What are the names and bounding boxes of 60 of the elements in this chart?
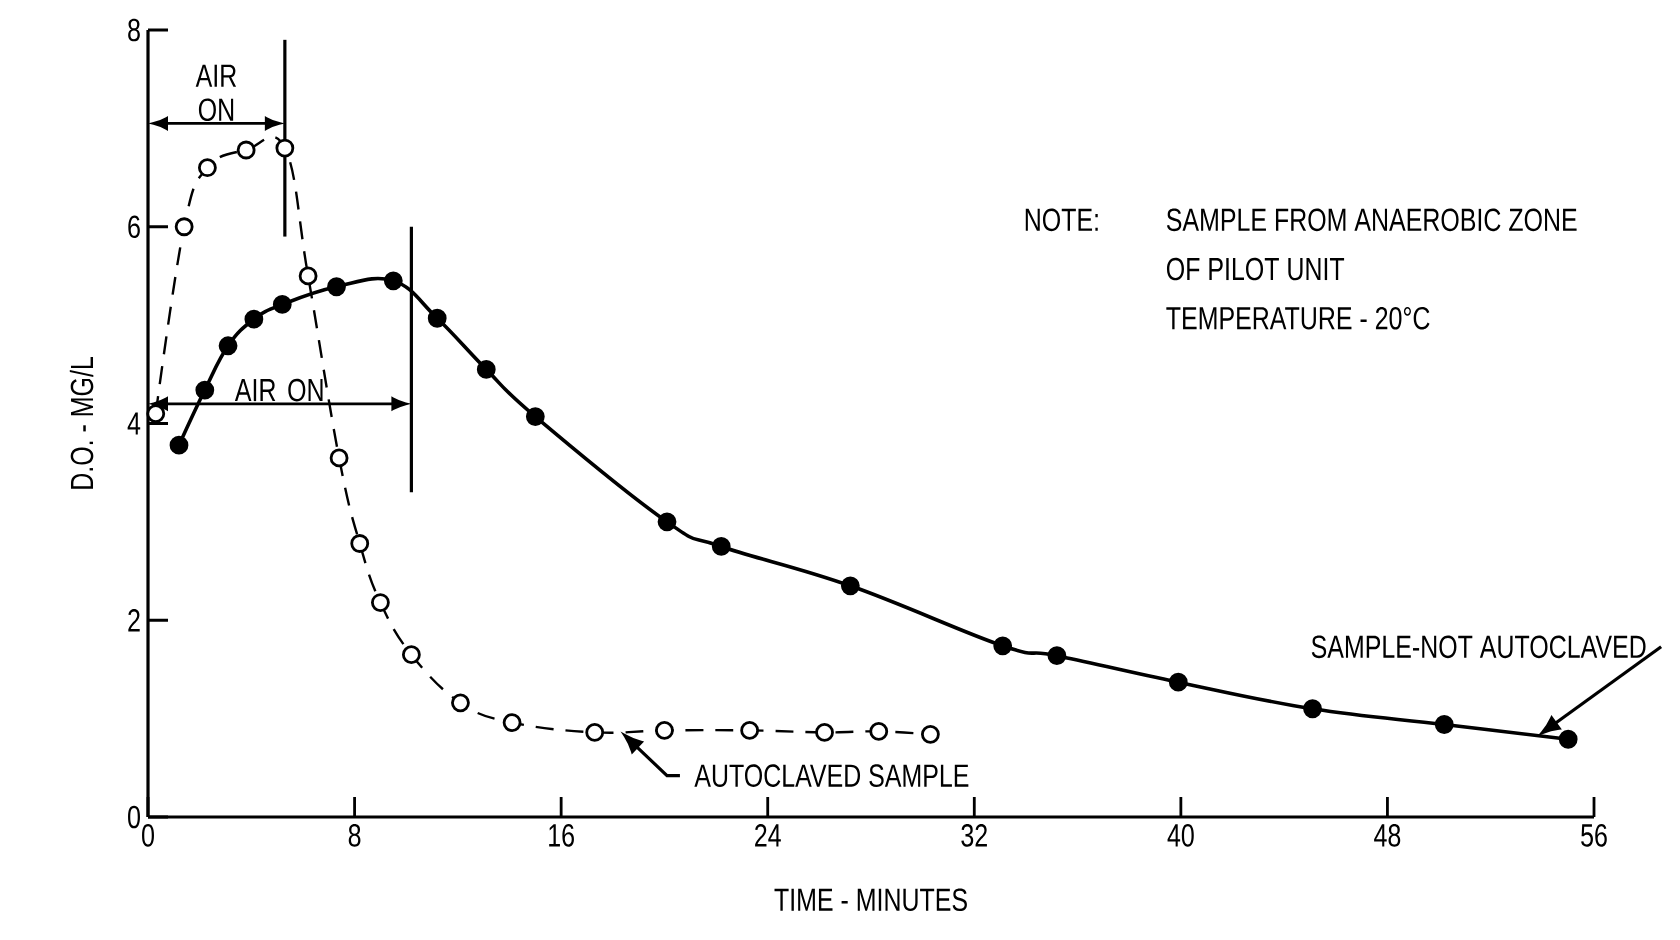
point [195, 380, 215, 400]
point [920, 724, 940, 744]
annotation: SAMPLE-NOT AUTOCLAVED [1311, 635, 1646, 659]
point [451, 693, 470, 713]
annotation: NOTE: [1025, 208, 1098, 232]
x-tick-label: 16 [549, 824, 574, 847]
point [275, 138, 295, 158]
annotation: AUTOCLAVED SAMPLE [694, 764, 969, 787]
ref-line-label: AIR ON [195, 64, 237, 122]
y-tick-label: 4 [127, 412, 141, 435]
y-tick-label: 0 [128, 805, 140, 829]
point [383, 271, 403, 291]
point [993, 636, 1013, 656]
point [655, 721, 674, 740]
point [236, 140, 256, 160]
point [525, 407, 545, 426]
x-tick-label: 32 [961, 824, 987, 847]
point [815, 722, 834, 742]
point [1168, 672, 1188, 692]
point [329, 448, 349, 468]
point [198, 158, 217, 178]
point [371, 593, 390, 612]
y-tick-label: 6 [128, 215, 140, 239]
ref-line-label: AIR ON [234, 378, 323, 402]
point [146, 404, 166, 424]
annotation: SAMPLE FROM ANAEROBIC ZONE [1166, 208, 1577, 232]
x-tick-label: 48 [1374, 824, 1401, 847]
point [169, 435, 189, 455]
point [740, 721, 760, 740]
point [401, 645, 421, 665]
point [502, 713, 522, 732]
x-tick-label: 56 [1581, 824, 1607, 847]
point [1303, 699, 1322, 719]
point [218, 336, 238, 356]
point [427, 308, 447, 328]
x-tick-label: 8 [348, 824, 361, 847]
annotation: OF PILOT UNIT [1166, 257, 1345, 281]
point [869, 722, 889, 741]
point [272, 295, 292, 314]
point [476, 359, 496, 379]
point [244, 309, 264, 329]
y-tick-label: 2 [128, 609, 140, 632]
x-tick-label: 40 [1167, 824, 1194, 847]
point [1047, 646, 1067, 666]
point [585, 722, 605, 742]
point [711, 537, 731, 556]
point [657, 512, 677, 532]
point [298, 266, 318, 286]
point [840, 576, 860, 596]
y-tick-label: 8 [128, 18, 140, 42]
point [327, 277, 346, 297]
x-axis-title: TIME - MINUTES [774, 888, 967, 912]
x-tick-label: 24 [755, 824, 781, 847]
point [1434, 715, 1454, 734]
annotation: TEMPERATURE - 20°C [1166, 306, 1430, 330]
y-axis-title: D.O. - MG/L [69, 357, 94, 489]
point [350, 534, 370, 553]
x-tick-label: 0 [142, 824, 154, 847]
point [174, 217, 194, 237]
point [1558, 729, 1578, 749]
